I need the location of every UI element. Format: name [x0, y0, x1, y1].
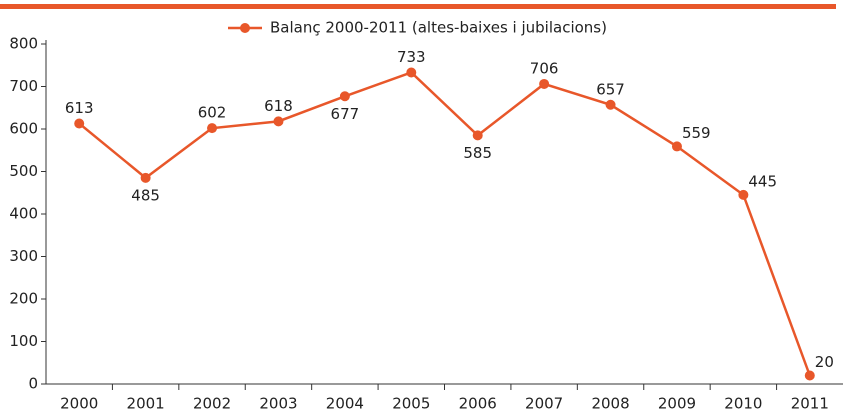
data-label: 485 [131, 186, 160, 204]
y-tick-label: 300 [9, 247, 38, 265]
data-label: 618 [264, 97, 293, 115]
point [472, 130, 483, 141]
legend-marker [240, 23, 250, 33]
point [339, 91, 350, 102]
x-tick-label: 2005 [392, 395, 430, 413]
legend-label: Balanç 2000-2011 (altes-baixes i jubilac… [270, 19, 607, 37]
data-label: 445 [748, 172, 777, 190]
x-tick-label: 2008 [591, 395, 629, 413]
point [74, 118, 85, 129]
data-label: 733 [397, 48, 426, 66]
point [207, 123, 218, 134]
y-tick-label: 500 [9, 162, 38, 180]
y-tick-label: 100 [9, 332, 38, 350]
y-tick-label: 800 [9, 35, 38, 53]
point [671, 141, 682, 152]
x-tick-label: 2001 [127, 395, 165, 413]
data-label: 677 [331, 105, 360, 123]
y-tick-label: 400 [9, 205, 38, 223]
x-tick-label: 2000 [60, 395, 98, 413]
x-tick-label: 2006 [459, 395, 497, 413]
y-tick-label: 600 [9, 120, 38, 138]
point [273, 116, 284, 127]
point [539, 78, 550, 89]
x-tick-label: 2011 [791, 395, 829, 413]
x-tick-label: 2007 [525, 395, 563, 413]
point [406, 67, 417, 78]
point [738, 189, 749, 200]
data-label: 585 [463, 144, 492, 162]
x-tick-label: 2003 [259, 395, 297, 413]
y-tick-label: 200 [9, 290, 38, 308]
point [140, 172, 151, 183]
point [605, 99, 616, 110]
data-label: 559 [682, 124, 711, 142]
y-tick-label: 0 [28, 375, 38, 393]
data-label: 613 [65, 99, 94, 117]
x-tick-label: 2010 [724, 395, 762, 413]
data-label: 20 [815, 353, 834, 371]
x-tick-label: 2002 [193, 395, 231, 413]
series-line [78, 71, 811, 376]
x-tick-label: 2004 [326, 395, 364, 413]
y-tick-label: 700 [9, 77, 38, 95]
data-label: 602 [198, 104, 227, 122]
point [804, 370, 815, 381]
data-label: 657 [596, 80, 625, 98]
data-label: 706 [530, 59, 559, 77]
x-tick-label: 2009 [658, 395, 696, 413]
header-rule [0, 4, 836, 9]
